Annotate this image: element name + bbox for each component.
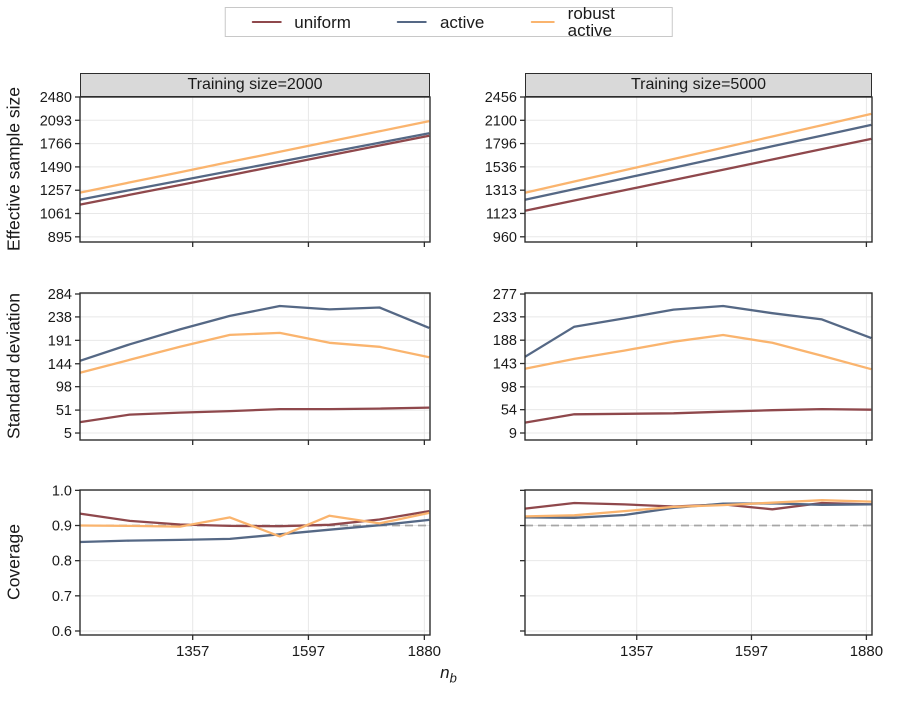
- series-line-active: [524, 304, 872, 358]
- y-tick-label: 1536: [485, 160, 517, 176]
- panel-border: [524, 489, 873, 636]
- legend-item-active: active: [396, 12, 485, 32]
- y-tick-label: 0.9: [52, 519, 72, 535]
- legend-swatch-uniform-line-icon: [251, 20, 282, 24]
- y-tick-label: 2480: [40, 90, 72, 106]
- y-tick-label: 1257: [40, 183, 72, 199]
- x-axis-title-subscript: b: [449, 670, 457, 686]
- series-line-uniform: [524, 137, 872, 212]
- y-tick-label: 9: [509, 426, 517, 442]
- y-tick-label: 1123: [486, 206, 517, 222]
- x-axis-title: nb: [440, 663, 457, 685]
- y-tick-label: 188: [493, 333, 517, 349]
- panel-ess-2000: 2480 2093 1766 1490 1257 1061 895: [40, 90, 431, 247]
- y-tick-label: 144: [48, 357, 72, 373]
- panel-sd-2000: 284 238 191 144 98 51 5: [48, 287, 431, 445]
- y-tick-label: 1061: [40, 206, 72, 222]
- facet-strip-label: Training size=2000: [187, 76, 323, 93]
- y-tick-label: 0.6: [52, 624, 72, 640]
- y-tick-label: 191: [48, 333, 72, 349]
- y-tick-label: 895: [48, 230, 72, 246]
- series-line-robust-active: [79, 511, 430, 538]
- y-tick-label: 233: [493, 310, 517, 326]
- legend-label-uniform: uniform: [294, 12, 351, 32]
- series-line-robust-active: [79, 331, 430, 374]
- series-line-robust-active: [524, 112, 872, 194]
- facet-strip-training-size-2000: Training size=2000: [80, 73, 430, 97]
- legend-swatch-robust-active-line-icon: [530, 20, 555, 24]
- series-line-uniform: [524, 407, 872, 424]
- y-tick-label: 960: [493, 230, 517, 246]
- legend: uniform active robust active: [224, 5, 673, 39]
- x-tick-label: 1880: [408, 643, 441, 660]
- panel-coverage-2000: 1.0 0.9 0.8 0.7 0.6 1357 1597 1880: [52, 483, 441, 660]
- panel-coverage-5000: 1357 1597 1880: [520, 489, 883, 660]
- x-tick-label: 1880: [850, 643, 883, 660]
- y-tick-label: 0.8: [52, 554, 72, 570]
- x-tick-label: 1597: [735, 643, 768, 660]
- y-tick-label: 238: [48, 310, 72, 326]
- y-tick-label: 51: [56, 403, 72, 419]
- legend-label-robust-active: robust active: [567, 4, 615, 40]
- series-line-robust-active: [524, 499, 872, 518]
- legend-item-uniform: uniform: [251, 14, 351, 31]
- legend-label-active: active: [439, 12, 485, 32]
- y-tick-label: 2093: [40, 113, 72, 129]
- series-line-uniform: [79, 406, 430, 424]
- x-tick-label: 1357: [620, 643, 653, 660]
- series-line-active: [79, 518, 430, 544]
- x-axis-title-main: n: [440, 663, 450, 682]
- y-tick-label: 2456: [485, 90, 517, 106]
- legend-swatch-active-line-icon: [396, 20, 427, 24]
- y-tick-label: 0.7: [52, 589, 72, 605]
- y-tick-label: 54: [501, 403, 517, 419]
- x-tick-label: 1357: [176, 643, 209, 660]
- series-line-robust-active: [79, 119, 430, 194]
- panel-border: [79, 96, 431, 243]
- y-tick-label: 1766: [40, 137, 72, 153]
- legend-item-robust-active: robust active: [530, 5, 645, 39]
- series-line-active: [79, 304, 430, 362]
- y-tick-label: 2100: [485, 113, 517, 129]
- y-tick-label: 277: [493, 287, 517, 303]
- panel-sd-5000: 277 233 188 143 98 54 9: [493, 287, 873, 445]
- series-line-active: [79, 132, 430, 201]
- panel-border: [524, 96, 873, 243]
- y-tick-label: 98: [501, 380, 517, 396]
- series-line-robust-active: [524, 333, 872, 371]
- panel-border: [79, 292, 431, 441]
- y-tick-label: 284: [48, 287, 72, 303]
- panel-ess-5000: 2456 2100 1796 1536 1313 1123 960: [485, 90, 873, 247]
- y-tick-label: 5: [64, 426, 72, 442]
- y-tick-label: 1796: [485, 137, 517, 153]
- y-tick-label: 98: [56, 380, 72, 396]
- y-tick-label: 1490: [40, 160, 72, 176]
- y-tick-label: 1.0: [52, 483, 72, 499]
- panel-border: [79, 489, 431, 636]
- series-line-uniform: [79, 134, 430, 206]
- y-tick-label: 143: [493, 357, 517, 373]
- x-tick-label: 1597: [292, 643, 325, 660]
- series-line-active: [524, 123, 872, 201]
- facet-strip-label: Training size=5000: [630, 76, 767, 93]
- panel-border: [524, 292, 873, 441]
- y-tick-label: 1313: [485, 183, 517, 199]
